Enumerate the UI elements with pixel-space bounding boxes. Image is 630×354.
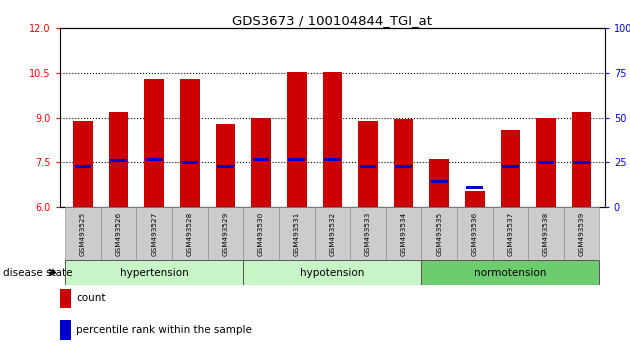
- FancyBboxPatch shape: [314, 207, 350, 260]
- Bar: [73, 121, 93, 207]
- Bar: [573, 161, 590, 164]
- FancyBboxPatch shape: [243, 260, 421, 285]
- Bar: [144, 79, 164, 207]
- Text: GSM493531: GSM493531: [294, 211, 300, 256]
- FancyBboxPatch shape: [350, 207, 386, 260]
- FancyBboxPatch shape: [208, 207, 243, 260]
- FancyBboxPatch shape: [279, 207, 314, 260]
- Bar: [253, 158, 270, 161]
- Bar: [360, 165, 376, 169]
- Bar: [536, 118, 556, 207]
- Text: percentile rank within the sample: percentile rank within the sample: [76, 325, 252, 335]
- Bar: [501, 130, 520, 207]
- Bar: [180, 79, 200, 207]
- Bar: [110, 159, 127, 162]
- Bar: [109, 112, 129, 207]
- Bar: [394, 119, 413, 207]
- Text: GSM493529: GSM493529: [222, 211, 229, 256]
- Text: GSM493528: GSM493528: [187, 211, 193, 256]
- Text: GSM493537: GSM493537: [507, 211, 513, 256]
- Text: GSM493533: GSM493533: [365, 211, 371, 256]
- Bar: [217, 165, 234, 169]
- Bar: [251, 118, 271, 207]
- FancyBboxPatch shape: [101, 207, 137, 260]
- Bar: [323, 72, 342, 207]
- Text: count: count: [76, 293, 106, 303]
- Bar: [181, 161, 198, 164]
- Text: GSM493538: GSM493538: [543, 211, 549, 256]
- Bar: [465, 191, 484, 207]
- Bar: [538, 161, 554, 164]
- Text: GSM493534: GSM493534: [401, 211, 406, 256]
- Text: GSM493526: GSM493526: [116, 211, 122, 256]
- Text: GSM493539: GSM493539: [578, 211, 585, 256]
- Bar: [215, 124, 235, 207]
- FancyBboxPatch shape: [65, 260, 243, 285]
- Text: normotension: normotension: [474, 268, 547, 278]
- Bar: [287, 73, 307, 207]
- Bar: [430, 159, 449, 207]
- Text: GSM493525: GSM493525: [80, 211, 86, 256]
- Bar: [146, 158, 163, 161]
- Bar: [572, 112, 592, 207]
- Text: GSM493535: GSM493535: [436, 211, 442, 256]
- FancyBboxPatch shape: [137, 207, 172, 260]
- Text: hypotension: hypotension: [300, 268, 365, 278]
- Bar: [502, 165, 518, 169]
- FancyBboxPatch shape: [493, 207, 528, 260]
- Text: GSM493536: GSM493536: [472, 211, 478, 256]
- FancyBboxPatch shape: [457, 207, 493, 260]
- FancyBboxPatch shape: [65, 207, 101, 260]
- Text: GSM493532: GSM493532: [329, 211, 335, 256]
- FancyBboxPatch shape: [421, 207, 457, 260]
- Text: GSM493527: GSM493527: [151, 211, 158, 256]
- Bar: [466, 186, 483, 189]
- Bar: [75, 165, 91, 169]
- FancyBboxPatch shape: [386, 207, 421, 260]
- Bar: [289, 158, 305, 161]
- Title: GDS3673 / 100104844_TGI_at: GDS3673 / 100104844_TGI_at: [232, 14, 432, 27]
- Bar: [395, 165, 412, 169]
- Bar: [431, 180, 447, 183]
- Text: disease state: disease state: [3, 268, 72, 278]
- FancyBboxPatch shape: [172, 207, 208, 260]
- FancyBboxPatch shape: [421, 260, 600, 285]
- FancyBboxPatch shape: [564, 207, 600, 260]
- FancyBboxPatch shape: [528, 207, 564, 260]
- Bar: [324, 158, 341, 161]
- Text: hypertension: hypertension: [120, 268, 188, 278]
- Bar: [358, 121, 378, 207]
- Text: GSM493530: GSM493530: [258, 211, 264, 256]
- FancyBboxPatch shape: [243, 207, 279, 260]
